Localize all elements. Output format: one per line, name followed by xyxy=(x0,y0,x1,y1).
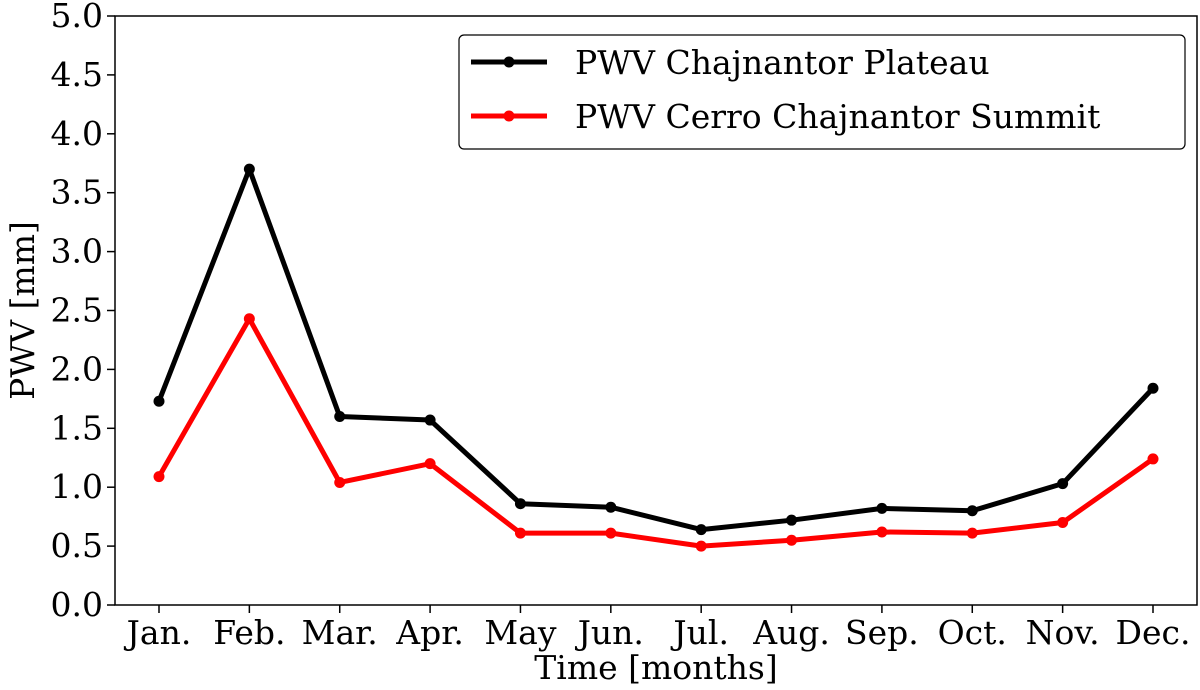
series-layer xyxy=(153,163,1159,552)
data-point xyxy=(966,505,978,517)
data-point xyxy=(243,313,255,325)
data-point xyxy=(424,414,436,426)
data-point xyxy=(876,502,888,514)
y-tick-label: 5.0 xyxy=(51,0,103,35)
y-tick-label: 4.5 xyxy=(51,55,103,94)
x-tick-label: Jan. xyxy=(124,613,192,652)
y-tick-label: 2.5 xyxy=(51,291,103,330)
x-tick-label: Jun. xyxy=(575,613,644,652)
legend: PWV Chajnantor Plateau PWV Cerro Chajnant… xyxy=(458,34,1186,150)
data-point xyxy=(876,526,888,538)
y-tick-label: 0.0 xyxy=(51,585,103,624)
series-line xyxy=(156,316,1156,549)
data-point xyxy=(786,534,798,546)
y-tick-label: 3.0 xyxy=(51,232,103,271)
data-point xyxy=(514,527,526,539)
x-tick-label: Feb. xyxy=(213,613,285,652)
series-1 xyxy=(153,163,1159,536)
data-point xyxy=(605,527,617,539)
y-axis-ticks: 0.0 0.5 1.0 1.5 2.0 2.5 3.0 3.5 4.0 4.5 5.0 xyxy=(51,0,115,624)
data-point xyxy=(243,163,255,175)
y-axis-title: PWV [mm] xyxy=(3,221,42,400)
legend-label: PWV Chajnantor Plateau xyxy=(575,43,990,82)
data-point xyxy=(334,476,346,488)
x-tick-label: Sep. xyxy=(845,613,919,652)
x-tick-label: Aug. xyxy=(752,613,830,652)
series-line xyxy=(156,166,1156,533)
legend-marker xyxy=(503,56,515,68)
data-point xyxy=(966,527,978,539)
x-axis-ticks: Jan. Feb. Mar. Apr. May Jun. Jul. Aug. Sep. Oct. N… xyxy=(124,605,1191,652)
data-point xyxy=(786,514,798,526)
data-point xyxy=(1057,517,1069,529)
data-point xyxy=(1147,382,1159,394)
data-point xyxy=(605,501,617,513)
y-tick-label: 3.5 xyxy=(51,173,103,212)
x-tick-label: Nov. xyxy=(1026,613,1100,652)
data-point xyxy=(695,524,707,536)
x-tick-label: Oct. xyxy=(938,613,1007,652)
data-point xyxy=(153,395,165,407)
data-point xyxy=(514,498,526,510)
data-point xyxy=(153,471,165,483)
y-tick-label: 4.0 xyxy=(51,114,103,153)
legend-label: PWV Cerro Chajnantor Summit xyxy=(575,97,1100,136)
x-tick-label: May xyxy=(484,613,556,652)
x-tick-label: Apr. xyxy=(395,613,464,652)
legend-marker xyxy=(503,110,515,122)
y-tick-label: 0.5 xyxy=(51,526,103,565)
x-axis-title: Time [months] xyxy=(534,648,778,687)
data-point xyxy=(695,540,707,552)
data-point xyxy=(1057,478,1069,490)
series-2 xyxy=(153,313,1159,552)
legend-box xyxy=(458,34,1186,150)
data-point xyxy=(424,458,436,470)
legend-entry: PWV Chajnantor Plateau xyxy=(471,43,990,82)
data-point xyxy=(334,411,346,423)
y-tick-label: 1.5 xyxy=(51,408,103,447)
legend-entry: PWV Cerro Chajnantor Summit xyxy=(471,97,1100,136)
y-tick-label: 2.0 xyxy=(51,349,103,388)
x-tick-label: Dec. xyxy=(1116,613,1191,652)
y-tick-label: 1.0 xyxy=(51,467,103,506)
x-tick-label: Jul. xyxy=(670,613,729,652)
plot-frame xyxy=(114,15,1198,606)
data-point xyxy=(1147,453,1159,465)
x-tick-label: Mar. xyxy=(302,613,378,652)
